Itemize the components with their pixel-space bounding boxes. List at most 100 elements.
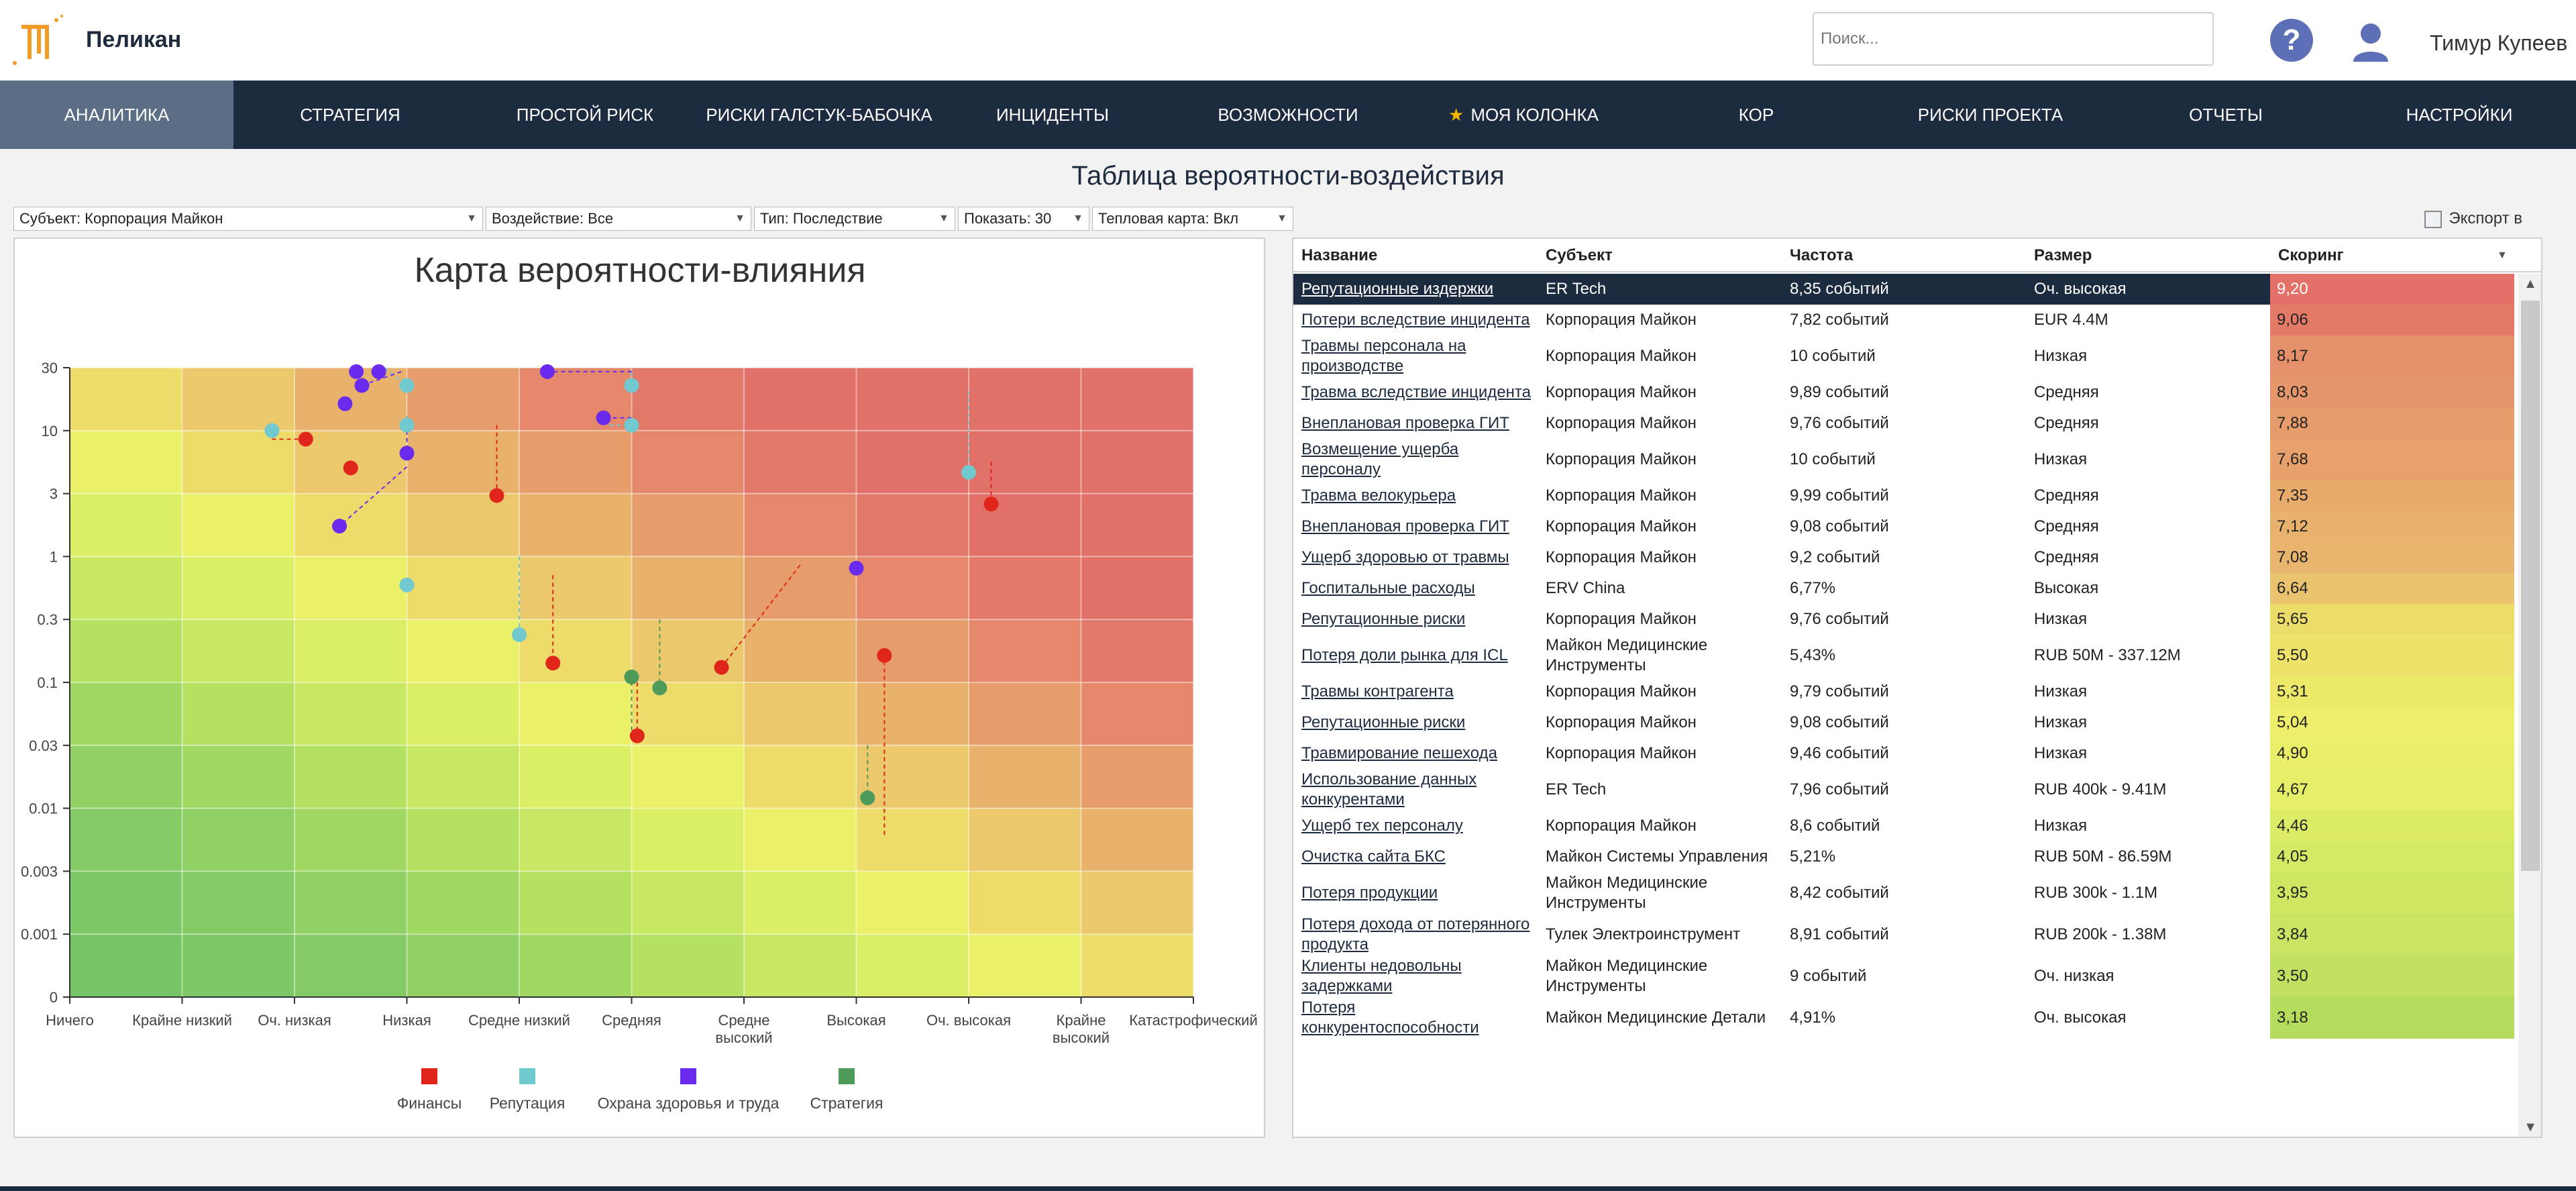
risk-size-text: EUR 4.4M bbox=[2034, 311, 2108, 329]
risk-name-link[interactable]: Травма вследствие инцидента bbox=[1301, 377, 1536, 408]
nav-item-reports[interactable]: ОТЧЕТЫ bbox=[2109, 81, 2343, 149]
table-row[interactable]: Травмы контрагента Корпорация Майкон 9,79 … bbox=[1293, 676, 2514, 707]
impact-filter[interactable]: Воздействие: Все ▼ bbox=[486, 207, 751, 231]
nav-item-project-risks[interactable]: РИСКИ ПРОЕКТА bbox=[1872, 81, 2109, 149]
nav-item-kor[interactable]: КОР bbox=[1641, 81, 1872, 149]
risk-name-link[interactable]: Потеря продукции bbox=[1301, 872, 1536, 914]
risk-name-link[interactable]: Ущерб тех персоналу bbox=[1301, 811, 1536, 841]
risk-name-link[interactable]: Потеря конкурентоспособности bbox=[1301, 997, 1536, 1039]
risk-name-link-text[interactable]: Внеплановая проверка ГИТ bbox=[1301, 414, 1509, 432]
pelican-logo-icon[interactable] bbox=[9, 12, 67, 70]
risk-name-link[interactable]: Травмирование пешехода bbox=[1301, 738, 1536, 769]
risk-name-link[interactable]: Потери вследствие инцидента bbox=[1301, 305, 1536, 335]
table-row[interactable]: Травма вследствие инцидента Корпорация Ма… bbox=[1293, 377, 2514, 408]
risk-name-link-text[interactable]: Ущерб здоровью от травмы bbox=[1301, 548, 1509, 566]
risk-name-link[interactable]: Потеря доли рынка для ICL bbox=[1301, 635, 1536, 676]
risk-name-link[interactable]: Внеплановая проверка ГИТ bbox=[1301, 511, 1536, 542]
risk-name-link[interactable]: Возмещение ущерба персоналу bbox=[1301, 439, 1536, 480]
table-row[interactable]: Репутационные риски Корпорация Майкон 9,76… bbox=[1293, 604, 2514, 635]
table-row[interactable]: Потеря конкурентоспособности Майкон Медиц… bbox=[1293, 997, 2514, 1039]
nav-item-opportunities[interactable]: ВОЗМОЖНОСТИ bbox=[1170, 81, 1406, 149]
risk-name-link-text[interactable]: Возмещение ущерба персоналу bbox=[1301, 440, 1459, 478]
risk-name-link[interactable]: Очистка сайта БКС bbox=[1301, 841, 1536, 872]
risk-name-link-text[interactable]: Потеря продукции bbox=[1301, 884, 1438, 902]
risk-name-link-text[interactable]: Ущерб тех персоналу bbox=[1301, 817, 1463, 835]
nav-item-simple-risk[interactable]: ПРОСТОЙ РИСК bbox=[467, 81, 703, 149]
risk-name-link-text[interactable]: Потеря конкурентоспособности bbox=[1301, 998, 1479, 1037]
table-row[interactable]: Потеря доли рынка для ICL Майкон Медицинс… bbox=[1293, 635, 2514, 676]
search-input[interactable] bbox=[1813, 12, 2214, 66]
scrollbar-thumb[interactable] bbox=[2521, 301, 2540, 871]
help-icon[interactable]: ? bbox=[2270, 19, 2313, 62]
table-row[interactable]: Очистка сайта БКС Майкон Системы Управлен… bbox=[1293, 841, 2514, 872]
risk-name-link[interactable]: Госпитальные расходы bbox=[1301, 573, 1536, 604]
risk-name-link-text[interactable]: Потери вследствие инцидента bbox=[1301, 311, 1530, 329]
risk-name-link-text[interactable]: Репутационные риски bbox=[1301, 610, 1466, 628]
column-header-frequency[interactable]: Частота bbox=[1790, 246, 1854, 264]
risk-name-link[interactable]: Травма велокурьера bbox=[1301, 480, 1536, 511]
table-row[interactable]: Использование данных конкурентами ER Tech… bbox=[1293, 769, 2514, 811]
type-filter[interactable]: Тип: Последствие ▼ bbox=[754, 207, 955, 231]
nav-label: КОР bbox=[1738, 105, 1774, 125]
risk-name-link[interactable]: Репутационные риски bbox=[1301, 707, 1536, 738]
risk-name-link[interactable]: Клиенты недовольны задержками bbox=[1301, 955, 1536, 997]
table-row[interactable]: Травмирование пешехода Корпорация Майкон 9… bbox=[1293, 738, 2514, 769]
table-row[interactable]: Ущерб здоровью от травмы Корпорация Майко… bbox=[1293, 542, 2514, 573]
risk-name-link[interactable]: Репутационные издержки bbox=[1301, 274, 1536, 305]
risk-name-link-text[interactable]: Клиенты недовольны задержками bbox=[1301, 957, 1462, 995]
table-row[interactable]: Репутационные издержки ER Tech 8,35 событи… bbox=[1293, 274, 2514, 305]
show-filter[interactable]: Показать: 30 ▼ bbox=[958, 207, 1089, 231]
risk-name-link-text[interactable]: Травмирование пешехода bbox=[1301, 744, 1497, 762]
table-row[interactable]: Клиенты недовольны задержками Майкон Меди… bbox=[1293, 955, 2514, 997]
risk-name-link-text[interactable]: Репутационные издержки bbox=[1301, 280, 1494, 298]
risk-name-link[interactable]: Травмы персонала на производстве bbox=[1301, 335, 1536, 377]
risk-name-link[interactable]: Использование данных конкурентами bbox=[1301, 769, 1536, 811]
table-scrollbar[interactable]: ▲ ▼ bbox=[2518, 274, 2541, 1137]
nav-item-analytics[interactable]: АНАЛИТИКА bbox=[0, 81, 233, 149]
risk-name-link-text[interactable]: Внеплановая проверка ГИТ bbox=[1301, 517, 1509, 535]
risk-name-link-text[interactable]: Очистка сайта БКС bbox=[1301, 847, 1446, 866]
column-header-subject[interactable]: Субъект bbox=[1546, 246, 1613, 264]
table-row[interactable]: Госпитальные расходы ERV China 6,77% Высока… bbox=[1293, 573, 2514, 604]
table-row[interactable]: Репутационные риски Корпорация Майкон 9,08… bbox=[1293, 707, 2514, 738]
risk-name-link[interactable]: Репутационные риски bbox=[1301, 604, 1536, 635]
nav-item-bowtie-risks[interactable]: РИСКИ ГАЛСТУК-БАБОЧКА bbox=[703, 81, 935, 149]
subject-filter[interactable]: Субъект: Корпорация Майкон ▼ bbox=[13, 207, 483, 231]
table-row[interactable]: Потеря продукции Майкон Медицинские Инстр… bbox=[1293, 872, 2514, 914]
table-row[interactable]: Травмы персонала на производстве Корпорац… bbox=[1293, 335, 2514, 377]
risk-name-link-text[interactable]: Госпитальные расходы bbox=[1301, 579, 1475, 597]
table-row[interactable]: Внеплановая проверка ГИТ Корпорация Майко… bbox=[1293, 511, 2514, 542]
column-header-size[interactable]: Размер bbox=[2034, 246, 2092, 264]
risk-name-link-text[interactable]: Репутационные риски bbox=[1301, 713, 1466, 731]
nav-item-my-column[interactable]: ★ МОЯ КОЛОНКА bbox=[1406, 81, 1641, 149]
risk-name-link[interactable]: Потеря дохода от потерянного продукта bbox=[1301, 914, 1536, 955]
nav-item-strategy[interactable]: СТРАТЕГИЯ bbox=[233, 81, 467, 149]
nav-item-settings[interactable]: НАСТРОЙКИ bbox=[2343, 81, 2576, 149]
scroll-down-icon[interactable]: ▼ bbox=[2524, 1120, 2537, 1135]
risk-name-link[interactable]: Травмы контрагента bbox=[1301, 676, 1536, 707]
risk-name-link-text[interactable]: Использование данных конкурентами bbox=[1301, 770, 1477, 809]
risk-name-link[interactable]: Ущерб здоровью от травмы bbox=[1301, 542, 1536, 573]
risk-name-link-text[interactable]: Травмы контрагента bbox=[1301, 682, 1454, 701]
table-row[interactable]: Потеря дохода от потерянного продукта Тул… bbox=[1293, 914, 2514, 955]
nav-item-incidents[interactable]: ИНЦИДЕНТЫ bbox=[935, 81, 1170, 149]
column-header-score[interactable]: Скоринг bbox=[2278, 246, 2344, 264]
column-header-name[interactable]: Название bbox=[1301, 246, 1378, 264]
export-button[interactable]: Экспорт в bbox=[2424, 209, 2522, 228]
risk-name-link[interactable]: Внеплановая проверка ГИТ bbox=[1301, 408, 1536, 439]
risk-name-link-text[interactable]: Травмы персонала на производстве bbox=[1301, 337, 1466, 375]
sort-desc-icon[interactable]: ▼ bbox=[2497, 250, 2508, 261]
table-row[interactable]: Ущерб тех персоналу Корпорация Майкон 8,6 … bbox=[1293, 811, 2514, 841]
table-row[interactable]: Травма велокурьера Корпорация Майкон 9,99 … bbox=[1293, 480, 2514, 511]
risk-name-link-text[interactable]: Потеря доли рынка для ICL bbox=[1301, 646, 1508, 664]
heatmap-filter[interactable]: Тепловая карта: Вкл ▼ bbox=[1092, 207, 1293, 231]
user-avatar-icon[interactable] bbox=[2351, 20, 2391, 63]
table-row[interactable]: Возмещение ущерба персоналу Корпорация Ма… bbox=[1293, 439, 2514, 480]
scroll-up-icon[interactable]: ▲ bbox=[2524, 276, 2537, 291]
risk-name-link-text[interactable]: Травма вследствие инцидента bbox=[1301, 383, 1531, 401]
risk-name-link-text[interactable]: Потеря дохода от потерянного продукта bbox=[1301, 915, 1530, 953]
table-row[interactable]: Внеплановая проверка ГИТ Корпорация Майко… bbox=[1293, 408, 2514, 439]
risk-name-link-text[interactable]: Травма велокурьера bbox=[1301, 486, 1456, 505]
table-row[interactable]: Потери вследствие инцидента Корпорация Ма… bbox=[1293, 305, 2514, 335]
user-name[interactable]: Тимур Купеев bbox=[2430, 31, 2568, 55]
